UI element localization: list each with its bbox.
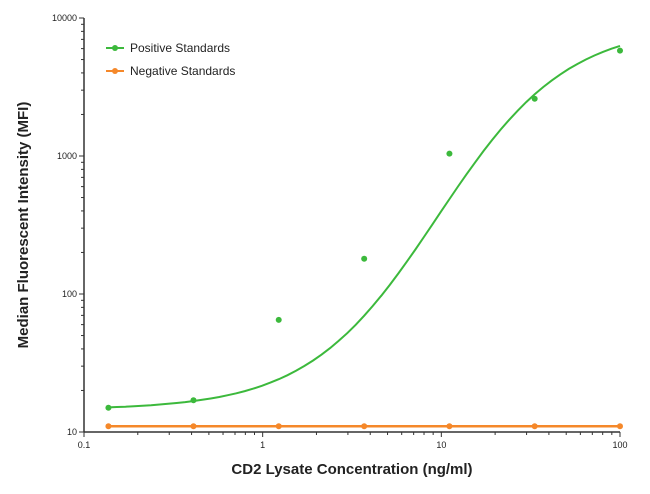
y-tick-label: 10000 (52, 13, 77, 23)
x-axis-title: CD2 Lysate Concentration (ng/ml) (231, 461, 472, 478)
series-negative-standards (105, 423, 623, 430)
legend-swatch-marker (112, 45, 118, 51)
y-tick-label: 100 (62, 289, 77, 299)
legend-swatch-marker (112, 68, 118, 74)
data-point (531, 423, 538, 430)
data-point (105, 404, 112, 411)
data-point (617, 423, 623, 430)
data-point (446, 423, 453, 430)
data-point (361, 255, 368, 262)
series-layer (105, 44, 623, 430)
y-axis-title: Median Fluorescent Intensity (MFI) (15, 102, 32, 349)
y-tick-label: 10 (67, 427, 77, 437)
data-point (275, 423, 282, 430)
y-tick-label: 1000 (57, 151, 77, 161)
axes (83, 18, 620, 433)
legend-label: Negative Standards (130, 64, 235, 78)
data-point (361, 423, 368, 430)
legend-item: Negative Standards (106, 64, 235, 78)
x-tick-label: 100 (612, 440, 627, 450)
series-line (108, 44, 621, 409)
data-point (446, 150, 453, 157)
x-tick-label: 1 (260, 440, 265, 450)
x-tick-label: 10 (436, 440, 446, 450)
series-positive-standards (105, 44, 623, 411)
data-point (190, 397, 197, 404)
legend: Positive Standards Negative Standards (106, 41, 235, 78)
data-point (531, 95, 538, 102)
legend-item: Positive Standards (106, 41, 230, 55)
data-point (105, 423, 112, 430)
x-tick-label: 0.1 (78, 440, 91, 450)
ticks: 0.1 1 10 100 10 100 1000 10000 (52, 13, 628, 450)
data-point (617, 47, 623, 54)
legend-label: Positive Standards (130, 41, 230, 55)
data-point (190, 423, 197, 430)
data-point (275, 316, 282, 323)
